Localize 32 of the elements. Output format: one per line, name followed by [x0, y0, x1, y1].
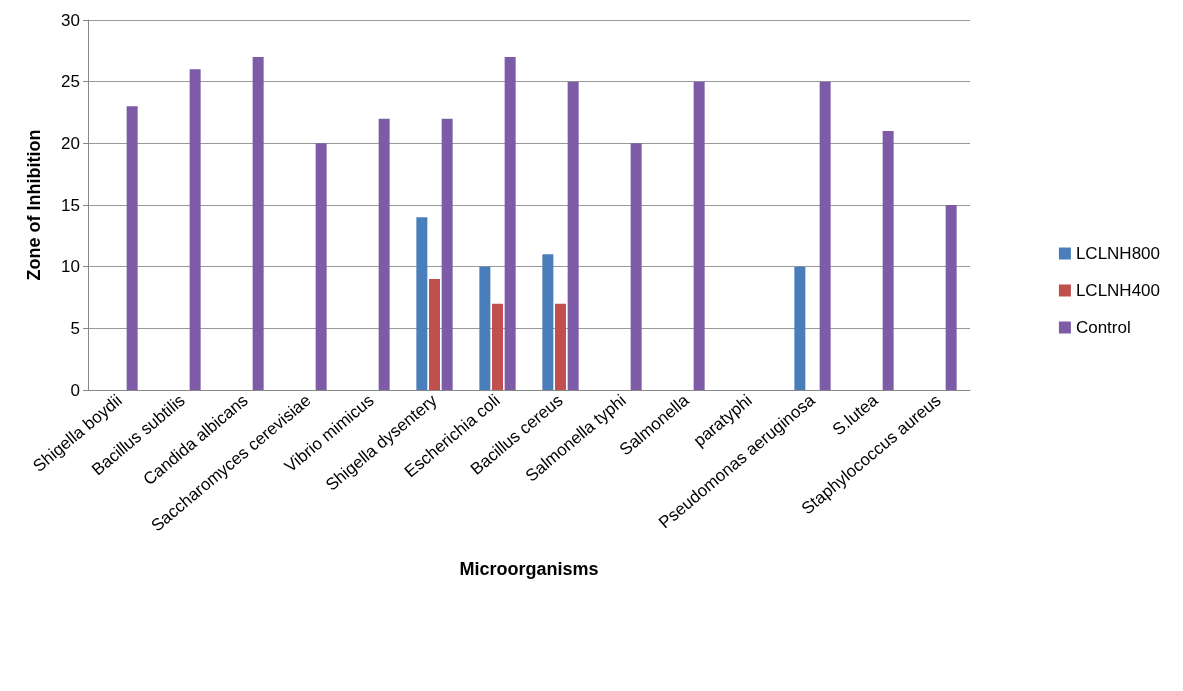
- bar: [567, 81, 579, 390]
- x-axis-title: Microorganisms: [459, 559, 599, 579]
- y-tick-label: 5: [70, 318, 80, 338]
- y-tick-label: 15: [61, 195, 80, 215]
- bar: [794, 266, 806, 390]
- bar: [693, 81, 705, 390]
- bar: [945, 205, 957, 390]
- bar: [555, 303, 566, 390]
- y-axis-title: Zone of Inhibition: [24, 129, 44, 281]
- bar: [416, 217, 428, 390]
- bar: [378, 118, 390, 390]
- bar: [126, 106, 138, 390]
- y-tick-label: 10: [61, 257, 80, 277]
- legend-label: Control: [1075, 318, 1131, 337]
- bar: [315, 143, 327, 390]
- bar: [819, 81, 831, 390]
- bar: [252, 57, 264, 390]
- y-tick-label: 25: [61, 72, 80, 92]
- bar: [441, 118, 453, 390]
- bar: [882, 131, 894, 390]
- bar: [429, 279, 440, 390]
- legend-label: LCLNH400: [1075, 281, 1161, 300]
- legend-label: LCLNH800: [1075, 244, 1161, 263]
- y-tick-label: 20: [61, 133, 80, 153]
- bar: [504, 57, 516, 390]
- y-tick-label: 0: [70, 380, 80, 400]
- bar: [492, 303, 503, 390]
- bar: [630, 143, 642, 390]
- bar: [189, 69, 201, 390]
- bar: [542, 254, 554, 390]
- bar: [479, 266, 491, 390]
- y-tick-label: 30: [61, 10, 80, 30]
